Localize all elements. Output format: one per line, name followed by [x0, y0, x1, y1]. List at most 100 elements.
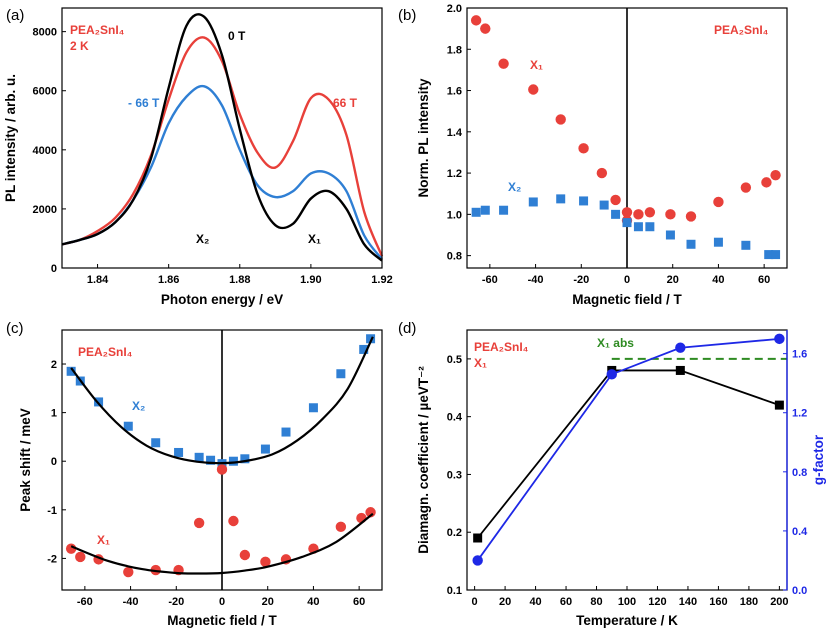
data-point-1 — [528, 197, 538, 207]
data-point-0 — [621, 207, 633, 218]
y-tick-label: 1.4 — [447, 127, 463, 139]
spectrum-line-2 — [61, 84, 383, 260]
y-tick-label: -2 — [47, 553, 57, 565]
y-tick-label: 8000 — [33, 27, 57, 39]
y-tick-label: 6000 — [33, 86, 57, 98]
data-point-0 — [473, 533, 483, 543]
y-tick-label: 0 — [51, 263, 57, 275]
x-tick-label: 20 — [499, 596, 511, 608]
panel-c-x2-label: X₂ — [132, 399, 145, 413]
y-tick-label: 1 — [51, 408, 57, 420]
data-point-0 — [151, 438, 161, 448]
x-tick-label: 20 — [667, 274, 679, 286]
x-tick-label: -60 — [482, 274, 498, 286]
data-point-1 — [260, 556, 271, 568]
x-tick-label: 80 — [590, 596, 602, 608]
panel-c-label: (c) — [6, 320, 24, 337]
panel-b-x2-label: X₂ — [508, 180, 521, 194]
data-point-0 — [194, 452, 204, 462]
data-point-1 — [75, 551, 86, 563]
x-tick-label: 0 — [624, 274, 630, 286]
data-point-0 — [770, 169, 781, 181]
data-point-0 — [644, 207, 656, 218]
x-tick-label: 0 — [219, 596, 225, 608]
panel-d: (d) 0 20 40 60 80 100 120 140 160 180 200 0.10.20.… — [398, 320, 826, 628]
data-point-1 — [713, 237, 723, 247]
data-point-0 — [555, 114, 566, 125]
panel-a-plot — [61, 13, 384, 262]
data-point-1 — [771, 250, 781, 260]
x-tick-label: 120 — [648, 596, 666, 608]
spectrum-line-0 — [61, 13, 383, 262]
y-tick-label: 1.8 — [447, 44, 462, 56]
x-tick-label: 20 — [262, 596, 274, 608]
data-point-1 — [774, 333, 785, 345]
fit-line-0 — [70, 336, 374, 465]
x-tick-label: 1.86 — [158, 274, 179, 286]
data-point-0 — [761, 177, 772, 188]
data-point-1 — [472, 555, 483, 566]
x-tick-label: 1.92 — [371, 274, 392, 286]
x-tick-label: 100 — [618, 596, 636, 608]
panel-b-label: (b) — [398, 7, 416, 24]
y-tick-label: 0.1 — [447, 585, 462, 597]
y-tick-label: 1.0 — [447, 209, 462, 221]
x-tick-label: 40 — [712, 274, 724, 286]
y2-tick-label: 1.2 — [792, 408, 807, 420]
y-tick-label: 0.4 — [447, 412, 463, 424]
data-point-0 — [774, 400, 784, 410]
data-point-1 — [665, 230, 675, 240]
y-tick-label: 1.2 — [447, 168, 462, 180]
data-point-0 — [281, 427, 291, 437]
data-point-0 — [228, 456, 238, 466]
x-tick-label: 1.84 — [87, 274, 109, 286]
data-point-0 — [596, 167, 608, 179]
panel-a-material-label: PEA₂SnI₄ — [70, 23, 125, 37]
panel-c-y-label: Peak shift / meV — [18, 408, 33, 512]
data-point-0 — [336, 369, 346, 379]
series-line-1 — [476, 337, 780, 561]
data-point-0 — [685, 211, 697, 222]
data-point-1 — [499, 205, 509, 215]
data-point-0 — [174, 447, 184, 457]
data-point-1 — [675, 342, 686, 353]
panel-d-y-label: Diamagn. coefficient / µeVT⁻² — [416, 366, 431, 554]
y-tick-label: 2000 — [33, 204, 57, 216]
data-point-0 — [308, 403, 318, 413]
data-point-0 — [578, 143, 589, 154]
data-point-1 — [239, 549, 251, 561]
panel-a-temperature-label: 2 K — [70, 39, 89, 53]
data-point-0 — [498, 58, 509, 69]
x-tick-label: 1.88 — [229, 274, 250, 286]
x-tick-label: -20 — [573, 274, 589, 286]
panel-c-y-ticks: -2 -1 0 1 2 — [47, 359, 66, 565]
data-point-1 — [123, 566, 134, 578]
data-point-0 — [665, 209, 676, 220]
y-tick-label: -1 — [47, 505, 57, 517]
data-point-1 — [556, 194, 566, 204]
data-point-0 — [740, 182, 752, 193]
x-tick-label: 160 — [709, 596, 727, 608]
y2-tick-label: 1.6 — [792, 349, 807, 361]
x-tick-label: 140 — [679, 596, 697, 608]
data-point-1 — [645, 222, 655, 232]
panel-c-x-label: Magnetic field / T — [167, 613, 277, 628]
y-tick-label: 2 — [51, 359, 57, 371]
data-point-1 — [65, 543, 77, 554]
panel-b: (b) -60 -40 -20 0 20 40 60 0.8 1.0 1.2 1.4 1.6 1.8 2… — [398, 3, 788, 307]
x-tick-label: -20 — [168, 596, 184, 608]
panel-b-y-ticks: 0.8 1.0 1.2 1.4 1.6 1.8 2.0 — [447, 3, 471, 263]
data-point-1 — [606, 369, 617, 380]
panel-c-material-label: PEA₂SnI₄ — [78, 345, 133, 359]
spectrum-line-1 — [61, 36, 384, 257]
y-tick-label: 4000 — [33, 145, 57, 157]
data-point-1 — [599, 200, 609, 210]
x-tick-label: 200 — [770, 596, 788, 608]
data-point-1 — [228, 515, 239, 527]
panel-c: (c) -60 -40 -20 0 20 40 60 -2 -1 0 1 2 Magnetic fi… — [6, 320, 383, 628]
panel-d-y-ticks: 0.1 0.2 0.3 0.4 0.5 — [447, 354, 471, 597]
panel-b-x1-label: X₁ — [530, 58, 543, 72]
x-tick-label: 40 — [529, 596, 541, 608]
panel-a-x-ticks: 1.84 1.86 1.88 1.90 1.92 — [87, 264, 393, 286]
panel-a-x2-label: X₂ — [196, 232, 209, 246]
